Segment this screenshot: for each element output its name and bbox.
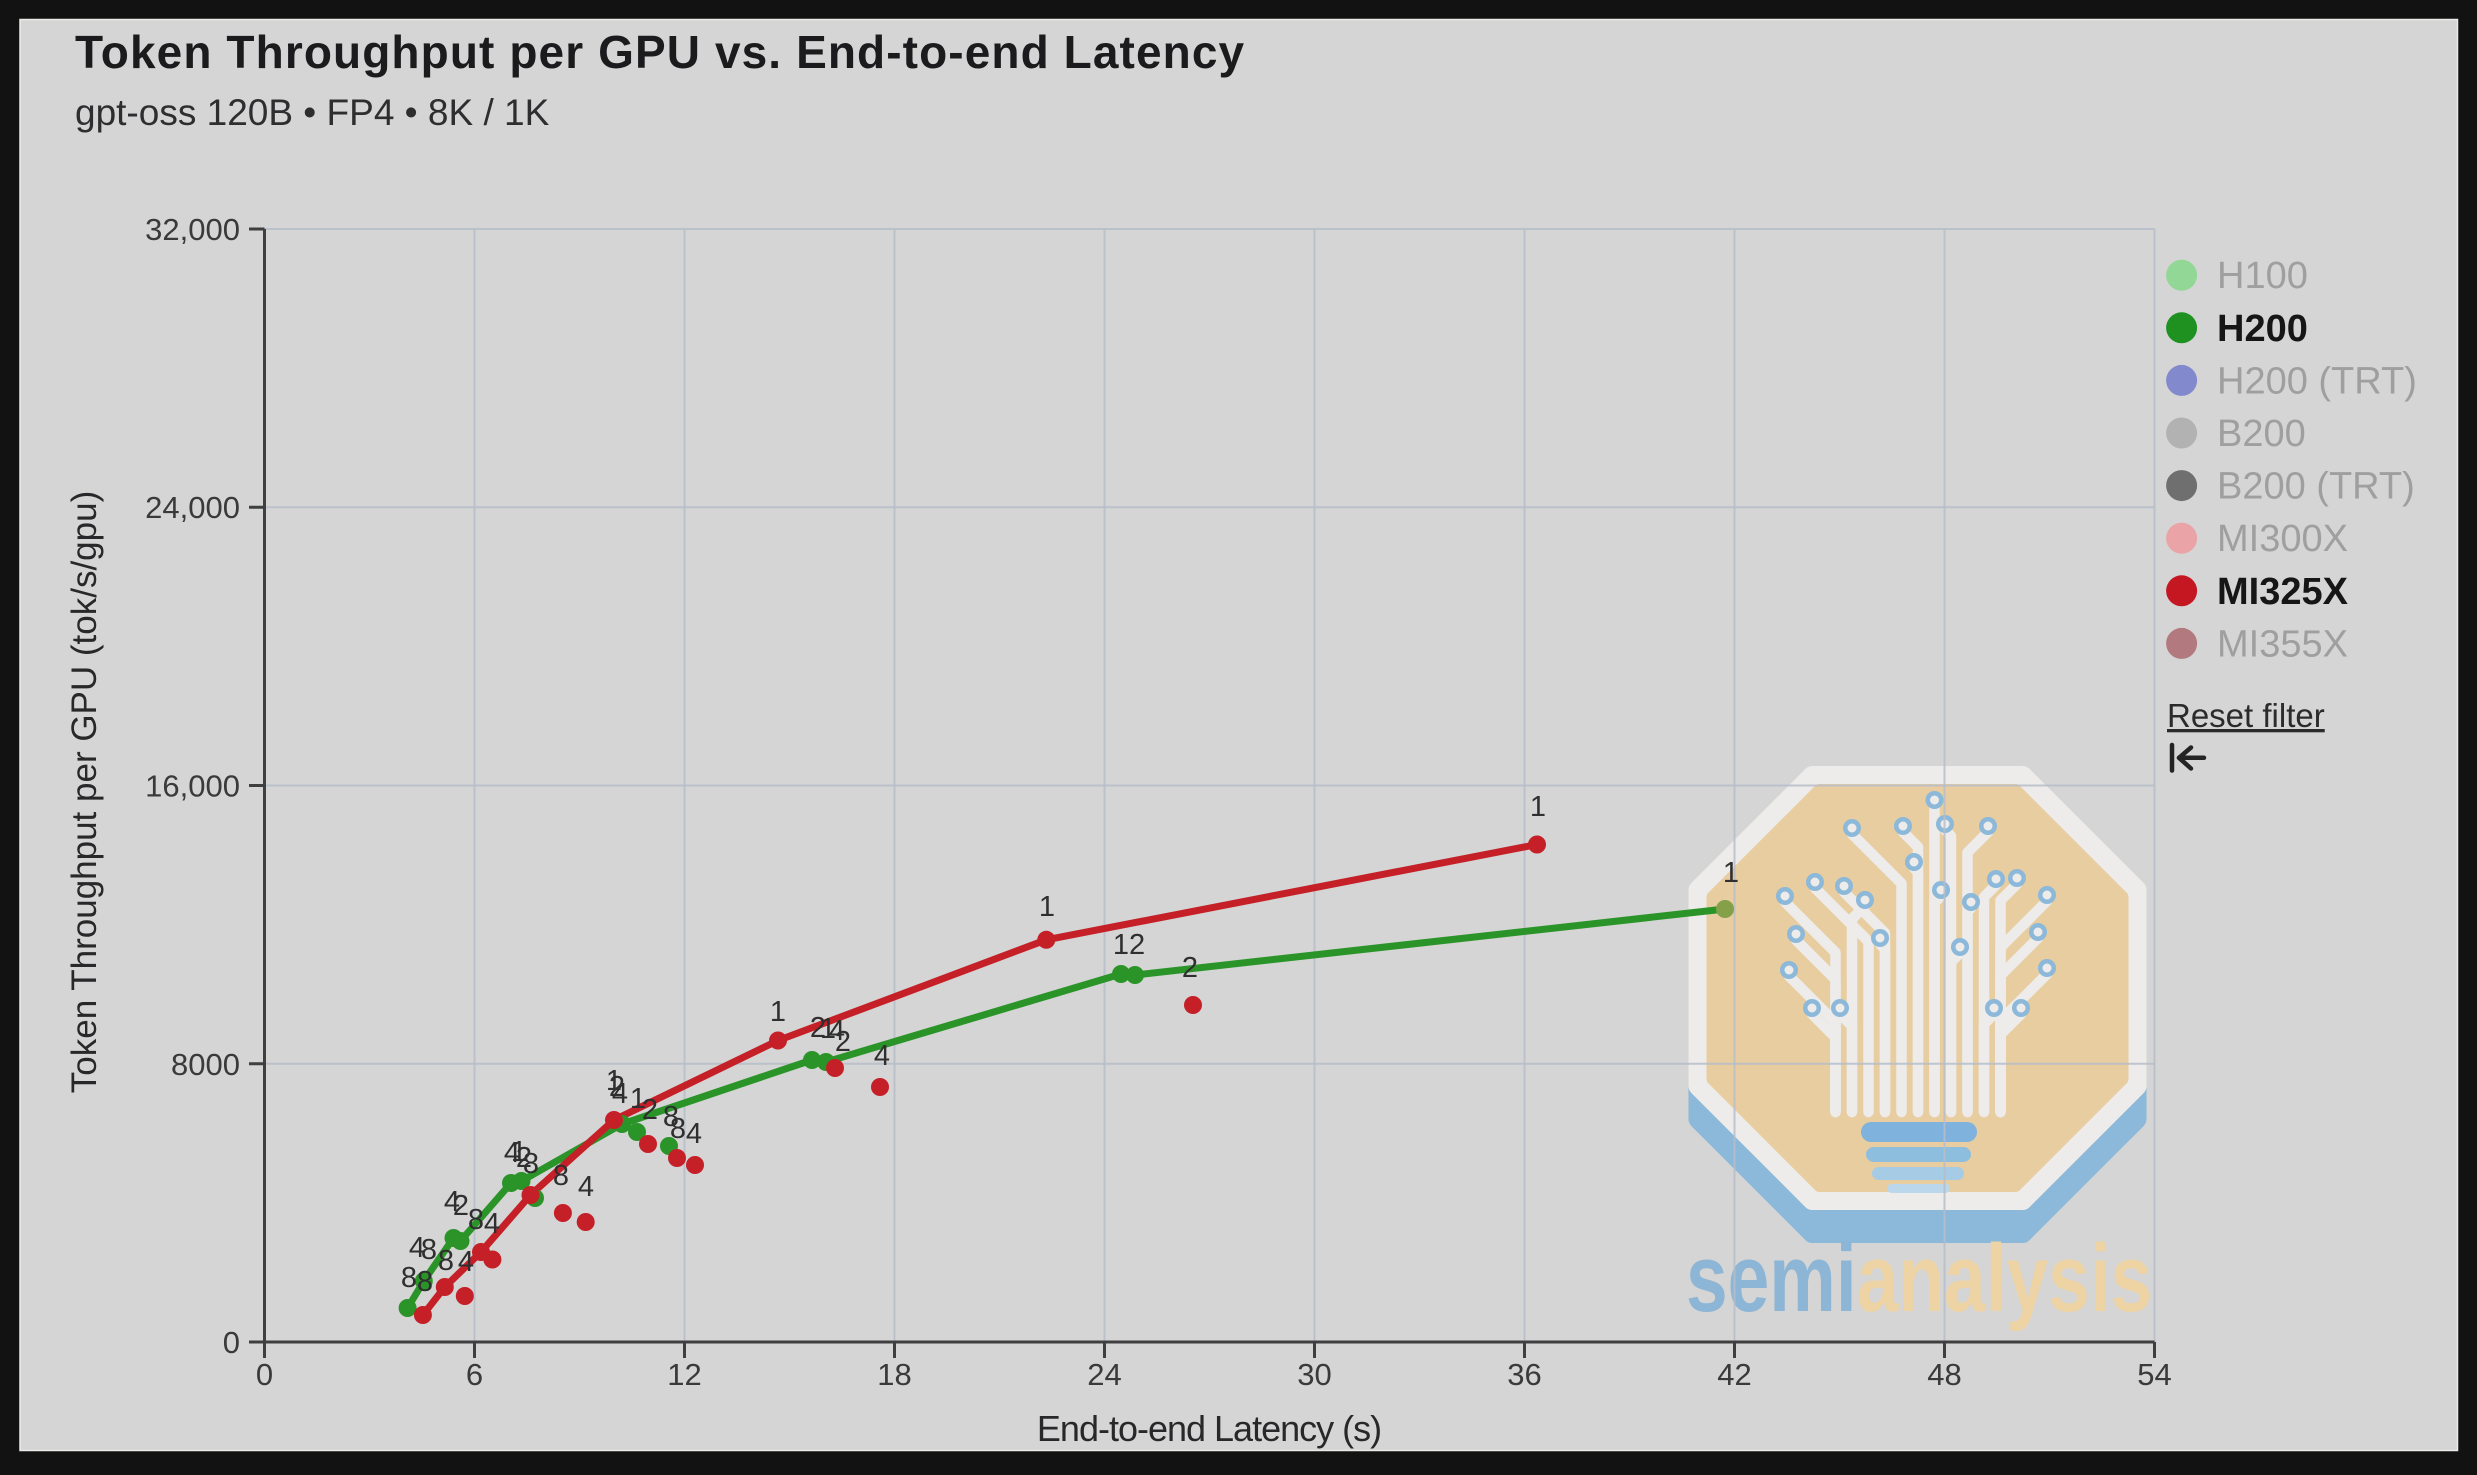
svg-text:24,000: 24,000 (145, 490, 240, 525)
svg-text:H200 (TRT): H200 (TRT) (2217, 360, 2417, 402)
svg-text:2: 2 (810, 1012, 826, 1044)
svg-text:8: 8 (663, 1101, 679, 1133)
svg-text:8: 8 (468, 1204, 484, 1236)
svg-text:H200: H200 (2217, 308, 2308, 350)
svg-text:8: 8 (421, 1234, 437, 1266)
svg-text:54: 54 (2137, 1357, 2171, 1392)
svg-text:MI300X: MI300X (2217, 518, 2348, 560)
svg-text:4: 4 (484, 1208, 500, 1240)
svg-text:4: 4 (874, 1040, 890, 1072)
svg-text:8: 8 (553, 1160, 569, 1192)
svg-text:2: 2 (642, 1094, 658, 1126)
svg-text:4: 4 (409, 1232, 425, 1264)
svg-text:Token Throughput per GPU (tok/: Token Throughput per GPU (tok/s/gpu) (65, 491, 104, 1093)
svg-text:1: 1 (1039, 891, 1055, 923)
svg-text:gpt-oss 120B • FP4 • 8K / 1K: gpt-oss 120B • FP4 • 8K / 1K (75, 92, 550, 133)
svg-text:6: 6 (466, 1357, 483, 1392)
svg-text:2: 2 (609, 1071, 625, 1103)
svg-text:1: 1 (630, 1083, 646, 1115)
svg-text:8: 8 (417, 1266, 433, 1298)
svg-text:4: 4 (504, 1137, 520, 1169)
svg-text:36: 36 (1507, 1357, 1541, 1392)
svg-text:4: 4 (829, 1015, 845, 1047)
svg-text:1: 1 (511, 1136, 527, 1168)
svg-text:MI355X: MI355X (2217, 623, 2348, 665)
svg-text:1: 1 (606, 1065, 622, 1097)
svg-text:H100: H100 (2217, 255, 2308, 297)
svg-text:42: 42 (1717, 1357, 1751, 1392)
svg-text:2: 2 (516, 1142, 532, 1174)
svg-text:8: 8 (523, 1148, 539, 1180)
svg-text:4: 4 (444, 1186, 460, 1218)
svg-text:Reset filter: Reset filter (2167, 697, 2325, 734)
svg-text:2: 2 (453, 1190, 469, 1222)
svg-text:2: 2 (1182, 952, 1198, 984)
svg-text:End-to-end Latency (s): End-to-end Latency (s) (1037, 1408, 1381, 1449)
svg-text:12: 12 (1113, 929, 1145, 961)
svg-text:32,000: 32,000 (145, 212, 240, 247)
svg-text:8000: 8000 (171, 1047, 240, 1082)
svg-text:Token Throughput per GPU vs. E: Token Throughput per GPU vs. End-to-end … (75, 26, 1245, 78)
svg-text:semianalysis: semianalysis (1686, 1225, 2152, 1332)
svg-text:48: 48 (1927, 1357, 1961, 1392)
svg-text:1: 1 (820, 1013, 836, 1045)
svg-text:4: 4 (612, 1078, 628, 1110)
svg-text:4: 4 (578, 1171, 594, 1203)
svg-text:B200: B200 (2217, 413, 2306, 455)
svg-text:2: 2 (835, 1026, 851, 1058)
svg-text:8: 8 (401, 1262, 417, 1294)
svg-text:1: 1 (1530, 791, 1546, 823)
svg-text:B200 (TRT): B200 (TRT) (2217, 466, 2415, 508)
svg-text:24: 24 (1087, 1357, 1121, 1392)
svg-text:0: 0 (256, 1357, 273, 1392)
svg-text:18: 18 (877, 1357, 911, 1392)
svg-text:12: 12 (667, 1357, 701, 1392)
svg-text:16,000: 16,000 (145, 769, 240, 804)
svg-text:1: 1 (1723, 857, 1739, 889)
svg-text:4: 4 (458, 1246, 474, 1278)
svg-text:8: 8 (670, 1113, 686, 1145)
svg-text:30: 30 (1297, 1357, 1331, 1392)
svg-text:8: 8 (438, 1245, 454, 1277)
svg-text:0: 0 (223, 1325, 240, 1360)
svg-text:MI325X: MI325X (2217, 571, 2349, 613)
svg-text:1: 1 (770, 996, 786, 1028)
svg-text:4: 4 (686, 1118, 702, 1150)
